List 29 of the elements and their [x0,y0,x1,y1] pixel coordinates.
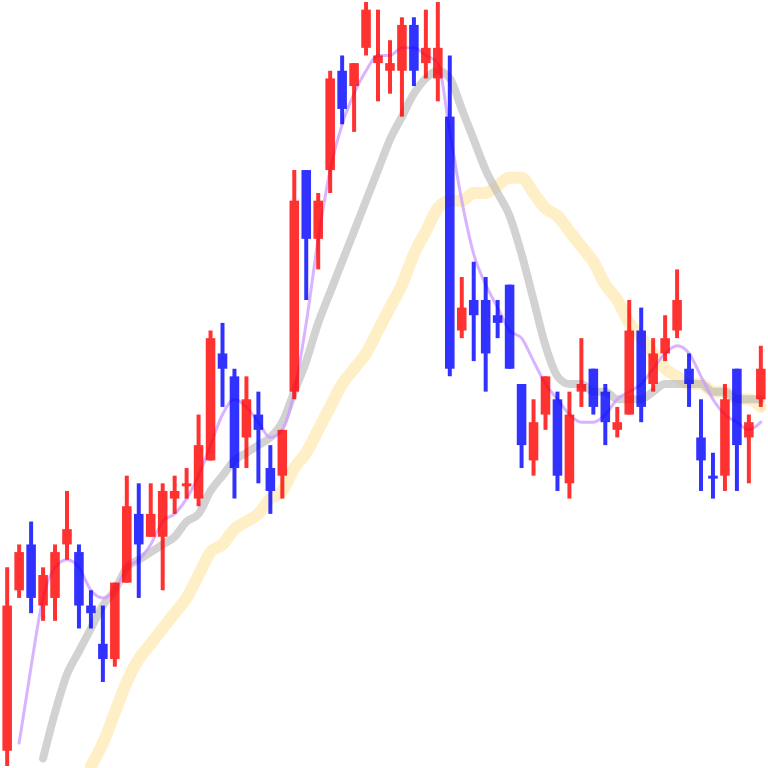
candlestick [456,275,467,341]
candlestick [684,351,694,409]
candlestick [313,191,323,272]
candlestick [576,336,587,409]
candlestick [409,15,419,89]
candlestick [708,450,718,501]
candlestick [14,542,24,600]
candlestick [540,374,551,432]
candlestick [86,588,96,631]
candlestick [373,7,383,104]
candlestick [349,61,359,134]
candlestick [612,404,623,440]
candlestick [337,53,347,127]
candlestick [98,603,108,684]
candlestick [648,336,658,394]
candlestick [62,488,72,562]
candlestick [672,267,682,341]
candlestick [528,397,539,478]
candlestick [277,427,288,501]
candlestick [756,343,766,409]
candlestick [744,412,754,486]
candlestick [361,0,371,58]
candlestick [217,320,228,409]
candlestick [265,443,276,516]
candlestick [253,389,264,486]
candlestick [241,374,252,471]
candlestick [660,313,670,364]
candlestick [133,481,144,600]
candlestick [696,397,706,493]
